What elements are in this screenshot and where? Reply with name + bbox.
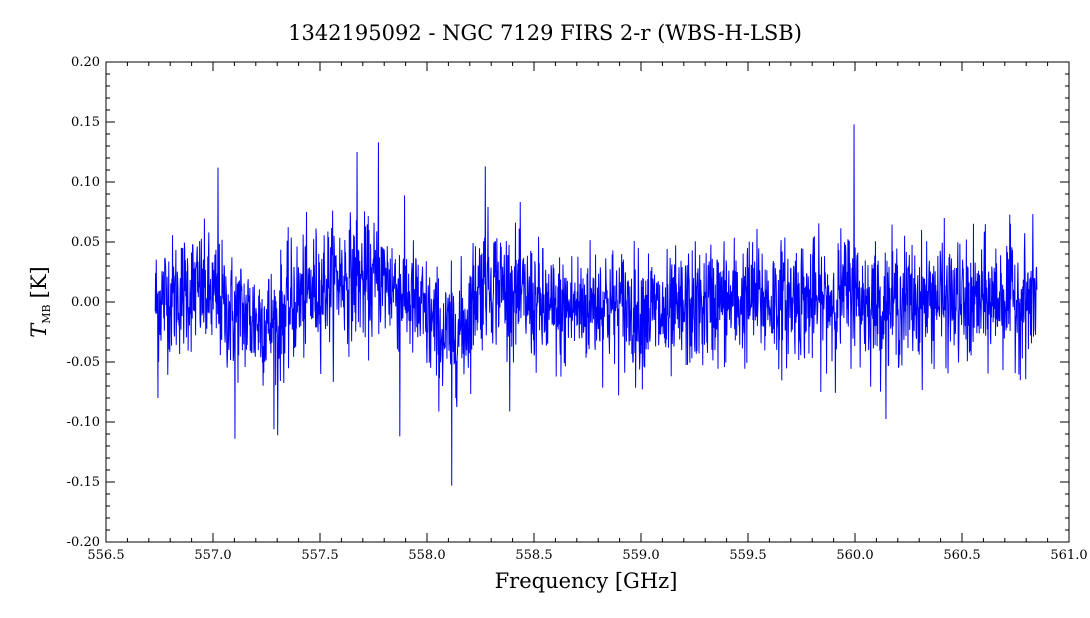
x-tick-label: 560.0 (836, 548, 873, 563)
y-tick-label: 0.15 (71, 115, 100, 130)
chart-title: 1342195092 - NGC 7129 FIRS 2-r (WBS-H-LS… (288, 21, 802, 45)
plot-area (154, 124, 1038, 486)
x-tick-label: 559.0 (622, 548, 659, 563)
x-tick-label: 561.0 (1050, 548, 1087, 563)
y-tick-label: -0.15 (67, 475, 100, 490)
x-axis-label: Frequency [GHz] (495, 569, 678, 593)
spectrum-line (154, 124, 1038, 486)
y-axis-ticks: 0.20 0.15 0.10 0.05 0.00 -0.05 -0.10 -0.15 -0.20 (67, 55, 1069, 550)
y-axis-label-unit: [K] (27, 266, 51, 298)
x-axis-ticks: 556.5 557.0 557.5 558.0 558.5 559.0 559.5 560.0… (87, 62, 1088, 563)
x-tick-label: 557.0 (194, 548, 231, 563)
y-tick-label: 0.05 (71, 235, 100, 250)
x-tick-label: 558.0 (408, 548, 445, 563)
y-tick-label: -0.05 (67, 355, 100, 370)
y-axis-label: TMB [K] (27, 266, 53, 337)
y-tick-label: -0.10 (67, 415, 100, 430)
y-axis-label-sub: MB (40, 304, 53, 323)
x-tick-label: 558.5 (515, 548, 552, 563)
x-tick-label: 560.5 (943, 548, 980, 563)
series-layer (154, 124, 1038, 486)
y-tick-label: 0.10 (71, 175, 100, 190)
y-axis-label-main: T (27, 322, 51, 338)
y-tick-label: 0.00 (71, 295, 100, 310)
x-tick-label: 557.5 (301, 548, 338, 563)
y-tick-label: -0.20 (67, 535, 100, 550)
y-tick-label: 0.20 (71, 55, 100, 70)
x-tick-label: 559.5 (729, 548, 766, 563)
x-tick-label: 556.5 (87, 548, 124, 563)
